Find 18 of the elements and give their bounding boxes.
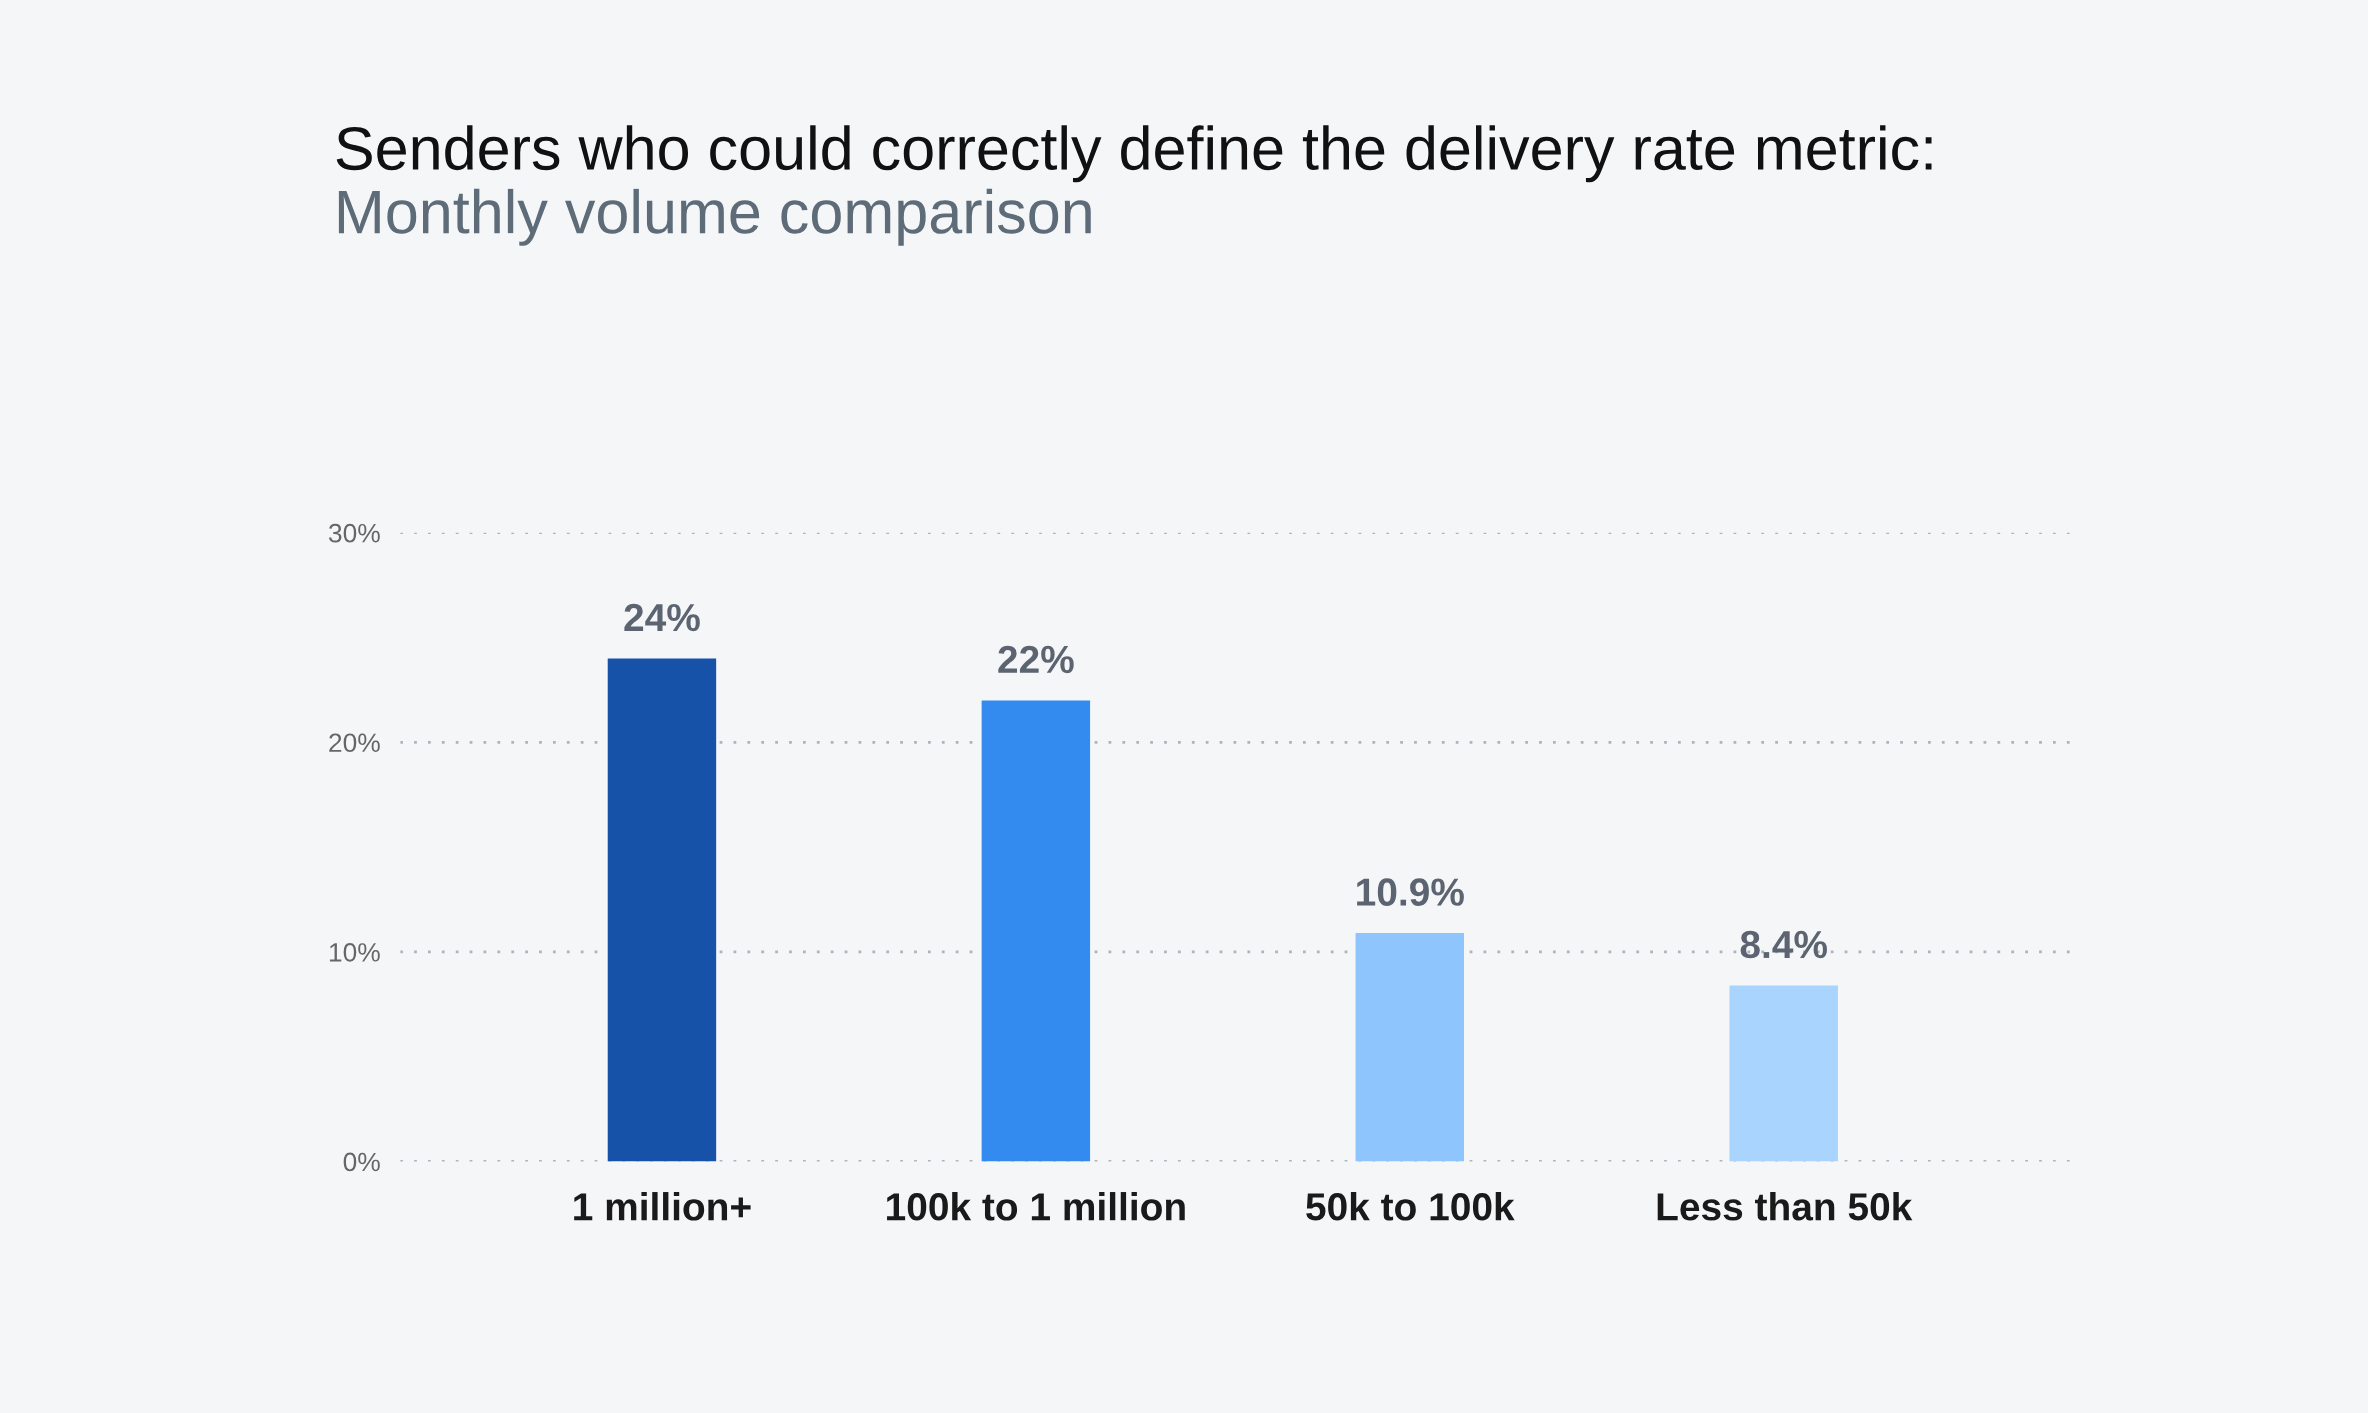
data-label: 22%: [998, 645, 1074, 674]
y-tick-label: 30%: [328, 523, 380, 543]
chart-title: Senders who could correctly define the delivery rate metric:: [336, 125, 1932, 183]
bar: [607, 658, 717, 1162]
x-tick-label: 1 million+: [574, 1192, 751, 1221]
bar: [1729, 985, 1838, 1162]
data-label: 24%: [624, 603, 700, 632]
x-tick-label: Less than 50k: [1657, 1192, 1913, 1221]
y-tick-label: 0%: [343, 1152, 380, 1172]
x-tick-label: 100k to 1 million: [887, 1192, 1185, 1221]
y-tick-label: 10%: [329, 943, 380, 962]
data-label: 10.9%: [1357, 878, 1464, 906]
chart-subtitle: Monthly volume comparison: [338, 188, 1091, 246]
x-tick-label: 50k to 100k: [1306, 1192, 1515, 1221]
bar: [981, 700, 1091, 1162]
data-label: 8.4%: [1740, 930, 1827, 959]
bar: [1355, 933, 1464, 1162]
y-tick-label: 20%: [329, 733, 380, 753]
